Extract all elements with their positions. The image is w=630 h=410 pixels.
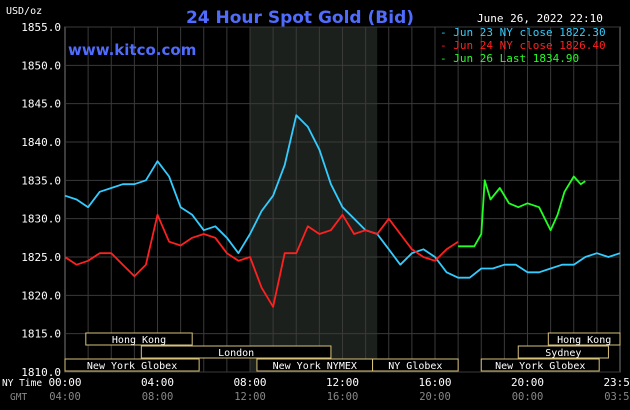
x-tick-label-gmt: 20:00: [419, 391, 451, 403]
y-tick-label: 1810.0: [21, 366, 61, 379]
y-tick-label: 1855.0: [21, 21, 61, 34]
x-tick-label: 16:00: [418, 376, 451, 389]
session-bar: [85, 332, 193, 346]
legend-entry: - Jun 23 NY close 1822.30: [440, 26, 606, 39]
y-tick-label: 1820.0: [21, 289, 61, 302]
session-bar: [547, 332, 621, 346]
nymex-shaded-region: [250, 27, 378, 372]
x-tick-label: 04:00: [141, 376, 174, 389]
y-tick-label: 1815.0: [21, 328, 61, 341]
legend-entry: - Jun 24 NY close 1826.40: [440, 39, 606, 52]
y-tick-label: 1850.0: [21, 59, 61, 72]
x-axis-primary-label: NY Time: [2, 378, 42, 389]
legend-entry: - Jun 26 Last 1834.90: [440, 52, 579, 65]
x-tick-label-gmt: 12:00: [234, 391, 266, 403]
x-tick-label-gmt: 00:00: [512, 391, 544, 403]
x-tick-label-gmt: 16:00: [327, 391, 359, 403]
y-tick-label: 1830.0: [21, 213, 61, 226]
session-label: New York Globex: [495, 361, 585, 372]
series-line: [64, 213, 459, 308]
x-tick-label-gmt: 04:00: [49, 391, 81, 403]
x-tick-label-gmt: 08:00: [142, 391, 174, 403]
x-tick-label: 12:00: [326, 376, 359, 389]
session-label: New York NYMEX: [273, 361, 357, 372]
session-label: Hong Kong: [112, 335, 166, 346]
x-tick-label: 23:59: [603, 376, 630, 389]
x-axis-secondary-label: GMT: [10, 392, 27, 403]
session-label: New York Globex: [87, 361, 177, 372]
session-label: NY Globex: [388, 361, 442, 372]
session-bar: [64, 358, 200, 372]
session-label: Sydney: [545, 348, 581, 359]
session-bar: [517, 345, 609, 359]
chart-title: 24 Hour Spot Gold (Bid): [186, 8, 414, 28]
series-line: [458, 175, 586, 248]
y-tick-label: 1825.0: [21, 251, 61, 264]
timestamp: June 26, 2022 22:10: [477, 12, 603, 25]
session-bar: [372, 358, 459, 372]
session-bar: [140, 345, 332, 359]
session-label: Hong Kong: [557, 335, 611, 346]
watermark: www.kitco.com: [68, 41, 196, 59]
x-tick-label: 20:00: [511, 376, 544, 389]
legend: - Jun 23 NY close 1822.30- Jun 24 NY clo…: [440, 26, 606, 65]
y-tick-label: 1840.0: [21, 136, 61, 149]
series-line: [64, 114, 621, 279]
y-axis-label: USD/oz: [6, 6, 42, 17]
x-tick-label: 08:00: [233, 376, 266, 389]
x-tick-label: 00:00: [48, 376, 81, 389]
y-tick-label: 1835.0: [21, 174, 61, 187]
x-tick-label-gmt: 03:59: [604, 391, 630, 403]
y-tick-label: 1845.0: [21, 98, 61, 111]
session-label: London: [218, 348, 254, 359]
session-bar: [480, 358, 600, 372]
